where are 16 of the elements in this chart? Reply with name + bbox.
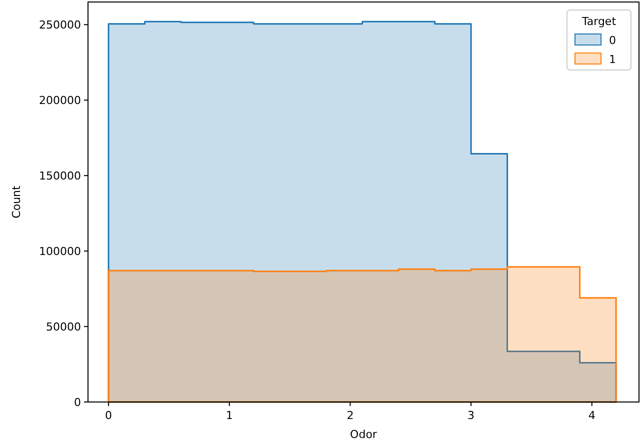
- y-tick-label: 50000: [46, 320, 81, 334]
- x-tick-label: 0: [105, 409, 112, 422]
- y-tick-label: 0: [74, 396, 81, 409]
- y-tick-label: 100000: [39, 244, 81, 258]
- y-tick-label: 200000: [39, 94, 81, 107]
- y-tick-label: 250000: [39, 18, 81, 32]
- x-tick-label: 1: [226, 409, 233, 422]
- y-tick-label: 150000: [39, 169, 81, 182]
- legend-title: Target: [580, 15, 617, 28]
- x-tick-label: 4: [588, 409, 596, 422]
- x-axis-title: Odor: [350, 428, 378, 441]
- x-tick-label: 3: [468, 409, 475, 422]
- x-tick-label: 2: [346, 409, 354, 422]
- legend-label: 1: [609, 53, 616, 66]
- legend-label: 0: [609, 34, 616, 47]
- y-axis-title: Count: [10, 184, 23, 218]
